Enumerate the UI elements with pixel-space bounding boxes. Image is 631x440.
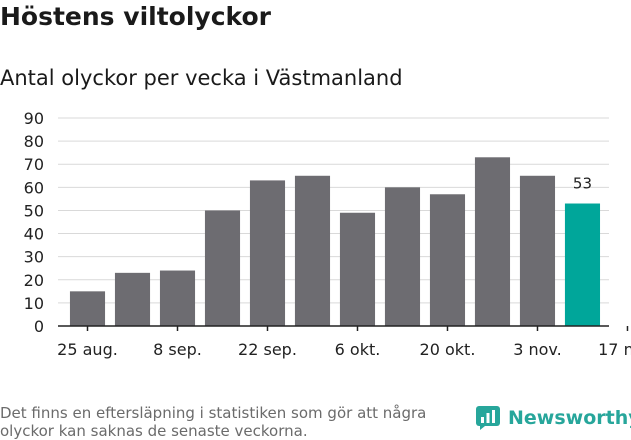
newsworthy-logo: Newsworthy [476,406,631,430]
x-tick-label: 3 nov. [513,340,562,359]
bar-7 [384,187,421,326]
data-label: 53 [573,175,592,193]
newsworthy-chart-logo-icon [476,406,500,430]
y-tick-label: 40 [24,225,44,244]
bar-8 [429,194,466,326]
bar-3 [204,210,241,326]
x-tick-label: 6 okt. [335,340,381,359]
x-tick-label: 17 nov. [598,340,631,359]
y-tick-label: 20 [24,271,44,290]
x-tick-label: 25 aug. [57,340,118,359]
bar-6 [339,212,376,326]
bar-4 [249,180,286,326]
x-tick-label: 20 okt. [420,340,476,359]
y-tick-label: 10 [24,294,44,313]
bar-0 [69,291,106,326]
bar-9 [474,157,511,326]
x-tick-label: 8 sep. [153,340,202,359]
chart-title: Höstens viltolyckor [0,2,271,31]
y-tick-label: 70 [24,155,44,174]
bar-10 [519,175,556,326]
y-tick-label: 50 [24,201,44,220]
y-tick-label: 60 [24,178,44,197]
chart-subtitle: Antal olyckor per vecka i Västmanland [0,66,403,90]
footnote: Det finns en eftersläpning i statistiken… [0,404,427,440]
y-tick-label: 80 [24,132,44,151]
y-tick-label: 90 [24,109,44,128]
bar-1 [114,272,151,326]
bar-chart: 0 10 20 30 40 50 60 70 80 90 53 25 aug. 8 sep. 22 sep… [24,109,631,359]
bar-5 [294,175,331,326]
y-tick-label: 30 [24,248,44,267]
x-tick-label: 22 sep. [238,340,297,359]
newsworthy-brand-name: Newsworthy [508,407,631,429]
y-tick-label: 0 [34,317,44,336]
bar-2 [159,270,196,326]
bar-11 [564,203,601,326]
